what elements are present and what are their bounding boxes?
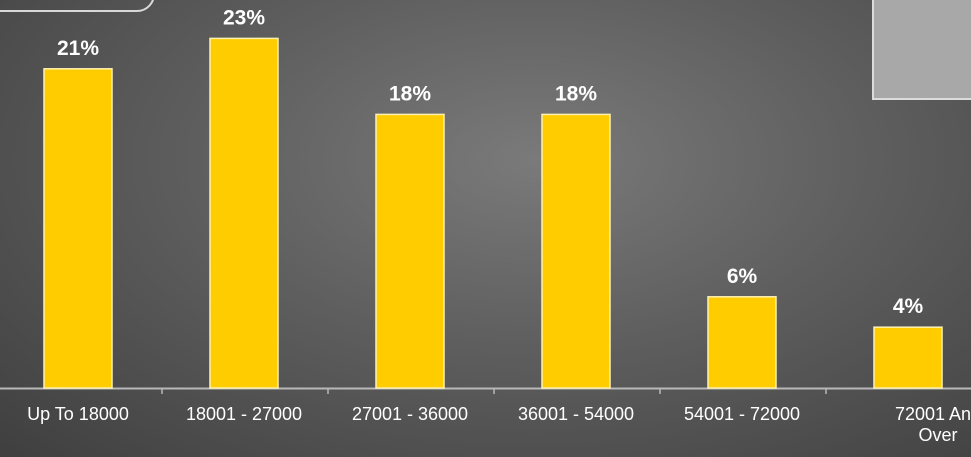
data-label: 21%	[57, 37, 99, 60]
data-label: 4%	[893, 295, 924, 318]
x-tick-label: 54001 - 72000	[684, 404, 800, 424]
data-label: 6%	[727, 265, 758, 288]
data-label: 18%	[555, 82, 597, 105]
bar	[209, 37, 279, 389]
x-tick-label: 18001 - 27000	[186, 404, 302, 424]
decorative-panel-top-right	[872, 0, 971, 100]
data-label: 23%	[223, 6, 265, 29]
bar	[375, 113, 445, 389]
x-tick-label: Over	[918, 425, 957, 445]
x-tick-label: 72001 And	[895, 404, 971, 424]
bar	[43, 68, 113, 389]
bar	[873, 326, 943, 389]
x-tick-label: 36001 - 54000	[518, 404, 634, 424]
bar	[707, 296, 777, 389]
x-tick-label: 27001 - 36000	[352, 404, 468, 424]
x-tick-label: Up To 18000	[27, 404, 129, 424]
bar	[541, 113, 611, 389]
data-label: 18%	[389, 82, 431, 105]
